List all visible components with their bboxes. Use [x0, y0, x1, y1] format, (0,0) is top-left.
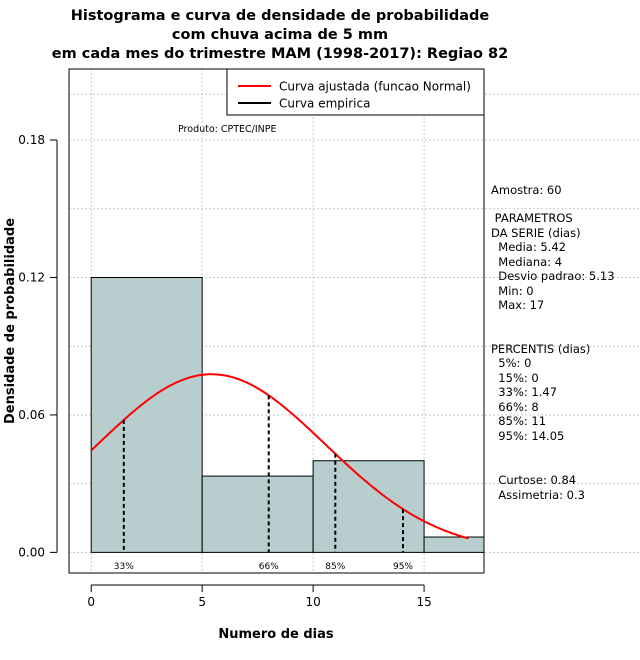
chart-title-line-3: em cada mes do trimestre MAM (1998-2017)…: [51, 46, 509, 62]
x-tick-label: 15: [416, 595, 431, 609]
y-tick-label: 0.00: [18, 545, 45, 559]
histogram-bar-4: [423, 536, 485, 553]
legend-label-1: Curva ajustada (funcao Normal): [279, 80, 471, 94]
product-credit: Produto: CPTEC/INPE: [178, 124, 277, 135]
percentiles-values: 5%: 0 15%: 0 33%: 1.47 66%: 8 85%: 11 95…: [498, 356, 565, 443]
parameters-values: Media: 5.42 Mediana: 4 Desvio padrao: 5.…: [498, 240, 615, 313]
x-tick-label: 10: [305, 595, 320, 609]
parameters-title: PARAMETROS DA SERIE (dias): [491, 211, 581, 240]
histogram-bar-2: [201, 475, 314, 553]
percentile-label-33: 33%: [114, 562, 134, 572]
x-tick-label: 0: [87, 595, 95, 609]
histogram-bar-1: [90, 276, 203, 553]
y-tick-label: 0.18: [18, 133, 45, 147]
percentile-label-85: 85%: [325, 562, 345, 572]
y-tick-label: 0.12: [18, 270, 45, 284]
y-axis-label: Densidade de probabilidade: [3, 218, 18, 424]
histogram-bar-3: [312, 460, 425, 553]
legend-label-2: Curva empirica: [279, 97, 370, 111]
legend-box: [226, 68, 485, 116]
chart-title-line-2: com chuva acima de 5 mm: [171, 27, 389, 43]
chart-title-line-1: Histograma e curva de densidade de proba…: [70, 8, 490, 24]
percentile-label-66: 66%: [259, 562, 279, 572]
percentiles-title: PERCENTIS (dias): [491, 342, 591, 356]
normal-fit-curve: [90, 373, 469, 540]
shape-statistics: Curtose: 0.84 Assimetria: 0.3: [498, 473, 585, 502]
y-tick-label: 0.06: [18, 408, 45, 422]
x-tick-label: 5: [198, 595, 206, 609]
sample-size: Amostra: 60: [491, 183, 562, 197]
percentile-label-95: 95%: [393, 562, 413, 572]
x-axis-label: Numero de dias: [218, 627, 334, 642]
